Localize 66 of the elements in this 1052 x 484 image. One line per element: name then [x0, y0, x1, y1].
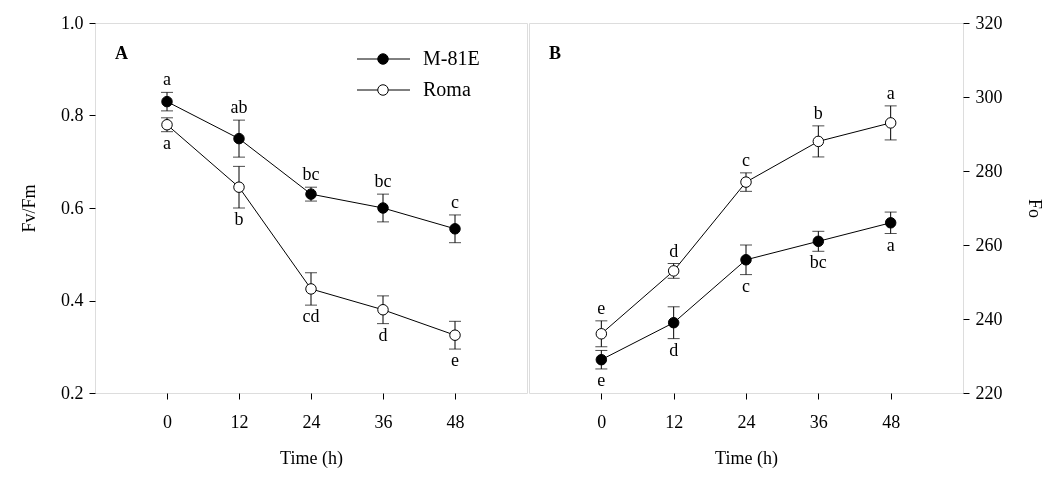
annotation: bc: [809, 252, 827, 273]
point: [812, 135, 825, 148]
y-tick-label: 280: [975, 160, 1003, 181]
point: [884, 117, 897, 129]
point: [233, 132, 245, 145]
x-tick-label: 24: [302, 411, 321, 432]
annotation: e: [597, 297, 606, 318]
annotation: a: [163, 69, 171, 90]
y-tick-label: 260: [975, 234, 1003, 255]
legend-label: M-81E: [423, 47, 480, 69]
annotation: a: [886, 234, 895, 255]
y-axis-title: Fo: [1024, 198, 1045, 219]
point: [377, 202, 389, 214]
annotation: c: [742, 149, 750, 170]
annotation: A: [115, 43, 128, 63]
x-tick-label: 0: [163, 411, 172, 432]
x-tick-label: 12: [665, 411, 684, 432]
annotation: b: [813, 102, 823, 123]
point: [595, 328, 608, 340]
point: [595, 353, 608, 366]
point: [233, 181, 245, 193]
point: [377, 304, 389, 316]
y-tick-label: 240: [975, 308, 1003, 329]
annotation: cd: [302, 306, 320, 327]
x-tick-label: 36: [374, 411, 393, 432]
y-tick-label: 0.6: [61, 197, 84, 218]
annotation: bc: [374, 171, 392, 192]
point: [667, 316, 680, 329]
y-tick-label: 0.2: [61, 382, 84, 403]
annotation: c: [742, 275, 750, 296]
point: [740, 254, 752, 266]
annotation: b: [234, 209, 244, 229]
annotation: c: [451, 191, 459, 212]
x-tick-label: 48: [446, 411, 465, 432]
point: [305, 283, 317, 295]
annotation: a: [163, 132, 171, 153]
y-tick-label: 1.0: [61, 12, 84, 33]
x-tick-label: 48: [882, 411, 901, 432]
point: [884, 217, 897, 229]
x-tick-label: 12: [230, 411, 249, 432]
y-tick-label: 300: [975, 86, 1003, 107]
x-tick-label: 36: [809, 411, 828, 432]
y-tick-label: 0.8: [61, 105, 84, 125]
point: [449, 329, 461, 341]
annotation: B: [549, 43, 562, 63]
x-axis-title: Time (h): [715, 447, 778, 469]
y-axis-title: Fv/Fm: [19, 184, 39, 233]
point: [812, 235, 825, 248]
annotation: d: [669, 240, 679, 261]
annotation: ab: [230, 97, 248, 118]
annotation: d: [669, 339, 679, 360]
x-axis-title: Time (h): [280, 447, 343, 469]
legend-label: Roma: [423, 78, 471, 100]
annotation: bc: [302, 164, 320, 185]
x-tick-label: 24: [737, 411, 756, 432]
annotation: e: [597, 369, 606, 390]
annotation: e: [451, 350, 459, 371]
point: [449, 223, 461, 235]
annotation: d: [378, 324, 388, 345]
y-tick-label: 220: [975, 382, 1003, 403]
x-tick-label: 0: [597, 411, 607, 432]
y-tick-label: 320: [975, 12, 1003, 33]
point: [161, 95, 173, 108]
point: [740, 176, 752, 188]
annotation: a: [886, 82, 895, 103]
y-tick-label: 0.4: [61, 290, 84, 310]
